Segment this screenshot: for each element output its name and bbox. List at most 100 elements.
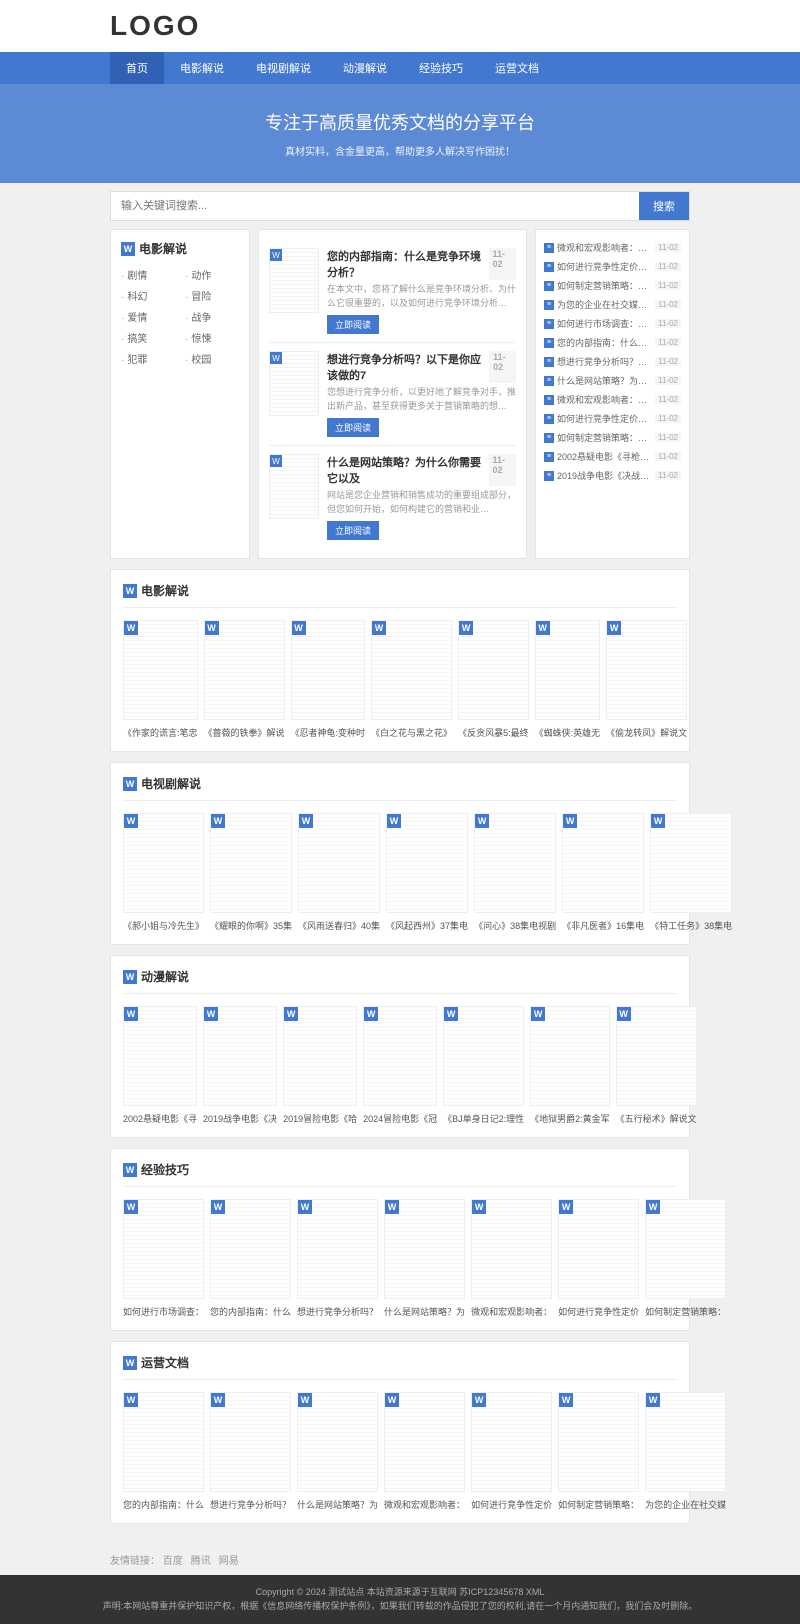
friend-link[interactable]: 百度 [163, 1556, 183, 1567]
doc-title: 如何制定营销策略： [645, 1305, 726, 1318]
doc-card[interactable]: W 为您的企业在社交媒 [645, 1392, 726, 1511]
logo[interactable]: LOGO [0, 10, 800, 42]
side-list-item[interactable]: ≡想进行竞争分析吗？以下是您应11-02 [544, 352, 681, 371]
doc-card[interactable]: W 《非凡医者》16集电 [562, 813, 644, 932]
doc-card[interactable]: W 《白之花与黑之花》 [371, 620, 452, 739]
side-list-item[interactable]: ≡如何进行竞争性定价分析11-02 [544, 257, 681, 276]
doc-icon: ≡ [544, 281, 554, 291]
doc-title: 《忍者神龟:变种时 [291, 726, 366, 739]
search-input[interactable] [111, 192, 639, 220]
category-item[interactable]: 剧情 [121, 267, 175, 282]
read-button[interactable]: 立即阅读 [327, 418, 379, 437]
friend-link[interactable]: 网易 [219, 1556, 239, 1567]
word-icon: W [123, 970, 137, 984]
doc-card[interactable]: W 《偷龙转凤》解说文 [606, 620, 687, 739]
doc-card[interactable]: W 《地狱男爵2:黄金军 [530, 1006, 610, 1125]
doc-card[interactable]: W 《BJ单身日记2:理性 [443, 1006, 524, 1125]
category-item[interactable]: 犯罪 [121, 351, 175, 366]
doc-card[interactable]: W 《郝小姐与冷先生》 [123, 813, 204, 932]
word-icon: W [651, 814, 665, 828]
side-date: 11-02 [655, 338, 681, 347]
side-list-item[interactable]: ≡如何进行竞争性定价分析11-02 [544, 409, 681, 428]
word-icon: W [270, 249, 282, 261]
nav-item[interactable]: 首页 [110, 52, 164, 84]
section-title: W运营文档 [123, 1354, 677, 1380]
doc-card[interactable]: W 想进行竞争分析吗？ [297, 1199, 378, 1318]
doc-card[interactable]: W 《五行秘术》解说文 [616, 1006, 697, 1125]
doc-card[interactable]: W 《反贪风暴5:最终 [458, 620, 529, 739]
doc-card[interactable]: W 微观和宏观影响者： [471, 1199, 552, 1318]
doc-card[interactable]: W 《蔷薇的铁拳》解说 [204, 620, 285, 739]
doc-card[interactable]: W 如何进行竞争性定价 [471, 1392, 552, 1511]
doc-thumbnail: W [530, 1006, 610, 1106]
doc-card[interactable]: W 如何制定营销策略： [558, 1392, 639, 1511]
doc-title: 微观和宏观影响者： [384, 1498, 465, 1511]
side-list-item[interactable]: ≡为您的企业在社交媒体上发布什11-02 [544, 295, 681, 314]
article-item[interactable]: W 什么是网站策略？为什么你需要它以及11-02 网站是您企业营销和销售成功的重… [269, 446, 516, 548]
doc-title: 《郝小姐与冷先生》 [123, 919, 204, 932]
doc-card[interactable]: W 微观和宏观影响者： [384, 1392, 465, 1511]
side-list-item[interactable]: ≡微观和宏观影响者：如何工作11-02 [544, 238, 681, 257]
nav-item[interactable]: 电影解说 [164, 52, 240, 84]
doc-thumbnail: W [443, 1006, 524, 1106]
side-list: ≡微观和宏观影响者：如何工作11-02≡如何进行竞争性定价分析11-02≡如何制… [535, 229, 690, 559]
doc-card[interactable]: W 《蜘蛛侠:英雄无 [535, 620, 601, 739]
friend-link[interactable]: 腾讯 [191, 1556, 211, 1567]
word-icon: W [299, 814, 313, 828]
category-item[interactable]: 爱情 [121, 309, 175, 324]
doc-title: 想进行竞争分析吗？ [297, 1305, 378, 1318]
side-list-item[interactable]: ≡2019战争电影《决战中途岛》11-02 [544, 466, 681, 485]
category-item[interactable]: 动作 [185, 267, 239, 282]
doc-card[interactable]: W 您的内部指南：什么 [210, 1199, 291, 1318]
side-list-item[interactable]: ≡如何制定营销策略：你需要知道11-02 [544, 428, 681, 447]
doc-card[interactable]: W 2019冒险电影《哈 [283, 1006, 357, 1125]
doc-card[interactable]: W 2002悬疑电影《寻 [123, 1006, 197, 1125]
doc-title: 《地狱男爵2:黄金军 [530, 1112, 610, 1125]
category-item[interactable]: 战争 [185, 309, 239, 324]
nav-item[interactable]: 经验技巧 [403, 52, 479, 84]
side-list-item[interactable]: ≡您的内部指南：什么是竞争环境11-02 [544, 333, 681, 352]
doc-card[interactable]: W 《问心》38集电视剧 [474, 813, 556, 932]
nav-item[interactable]: 动漫解说 [327, 52, 403, 84]
doc-card[interactable]: W 《风起西州》37集电 [386, 813, 468, 932]
article-item[interactable]: W 您的内部指南：什么是竞争环境分析？11-02 在本文中，您将了解什么是竞争环… [269, 240, 516, 343]
side-list-item[interactable]: ≡如何制定营销策略：你需要知道11-02 [544, 276, 681, 295]
doc-card[interactable]: W 想进行竞争分析吗？ [210, 1392, 291, 1511]
category-item[interactable]: 搞笑 [121, 330, 175, 345]
category-item[interactable]: 科幻 [121, 288, 175, 303]
doc-card[interactable]: W 《风雨送春归》40集 [298, 813, 380, 932]
doc-card[interactable]: W 《忍者神龟:变种时 [291, 620, 366, 739]
side-list-item[interactable]: ≡2002悬疑电影《寻枪》解说文11-02 [544, 447, 681, 466]
doc-card[interactable]: W 什么是网站策略？为 [384, 1199, 465, 1318]
read-button[interactable]: 立即阅读 [327, 315, 379, 334]
doc-card[interactable]: W 《作家的谎言:笔忠 [123, 620, 198, 739]
doc-thumbnail: W [562, 813, 644, 913]
footer: Copyright © 2024 测试站点 本站资源来源于互联网 苏ICP123… [0, 1575, 800, 1624]
side-list-item[interactable]: ≡微观和宏观影响者：如何工作11-02 [544, 390, 681, 409]
doc-card[interactable]: W 如何制定营销策略： [645, 1199, 726, 1318]
doc-card[interactable]: W 2019战争电影《决 [203, 1006, 277, 1125]
side-list-item[interactable]: ≡如何进行市场调查：你真正需要11-02 [544, 314, 681, 333]
nav-item[interactable]: 运营文档 [479, 52, 555, 84]
doc-title: 2024冒险电影《冠 [363, 1112, 437, 1125]
doc-card[interactable]: W 《耀眼的你啊》35集 [210, 813, 292, 932]
section: W动漫解说 W 2002悬疑电影《寻 W 2019战争电影《决 W 2019冒险… [110, 955, 690, 1138]
nav-item[interactable]: 电视剧解说 [240, 52, 327, 84]
doc-card[interactable]: W 如何进行市场调查： [123, 1199, 204, 1318]
doc-card[interactable]: W 如何进行竞争性定价 [558, 1199, 639, 1318]
doc-card[interactable]: W 2024冒险电影《冠 [363, 1006, 437, 1125]
article-item[interactable]: W 想进行竞争分析吗？以下是你应该做的711-02 您想进行竞争分析，以更好地了… [269, 343, 516, 446]
doc-icon: ≡ [544, 262, 554, 272]
search-button[interactable]: 搜索 [639, 192, 689, 220]
category-item[interactable]: 校园 [185, 351, 239, 366]
word-icon: W [444, 1007, 458, 1021]
doc-thumbnail: W [645, 1392, 726, 1492]
category-item[interactable]: 惊悚 [185, 330, 239, 345]
read-button[interactable]: 立即阅读 [327, 521, 379, 540]
category-item[interactable]: 冒险 [185, 288, 239, 303]
doc-card[interactable]: W 您的内部指南：什么 [123, 1392, 204, 1511]
doc-title: 2019战争电影《决 [203, 1112, 277, 1125]
doc-card[interactable]: W 《特工任务》38集电 [650, 813, 732, 932]
doc-card[interactable]: W 什么是网站策略？为 [297, 1392, 378, 1511]
side-list-item[interactable]: ≡什么是网站策略？为什么你需要11-02 [544, 371, 681, 390]
